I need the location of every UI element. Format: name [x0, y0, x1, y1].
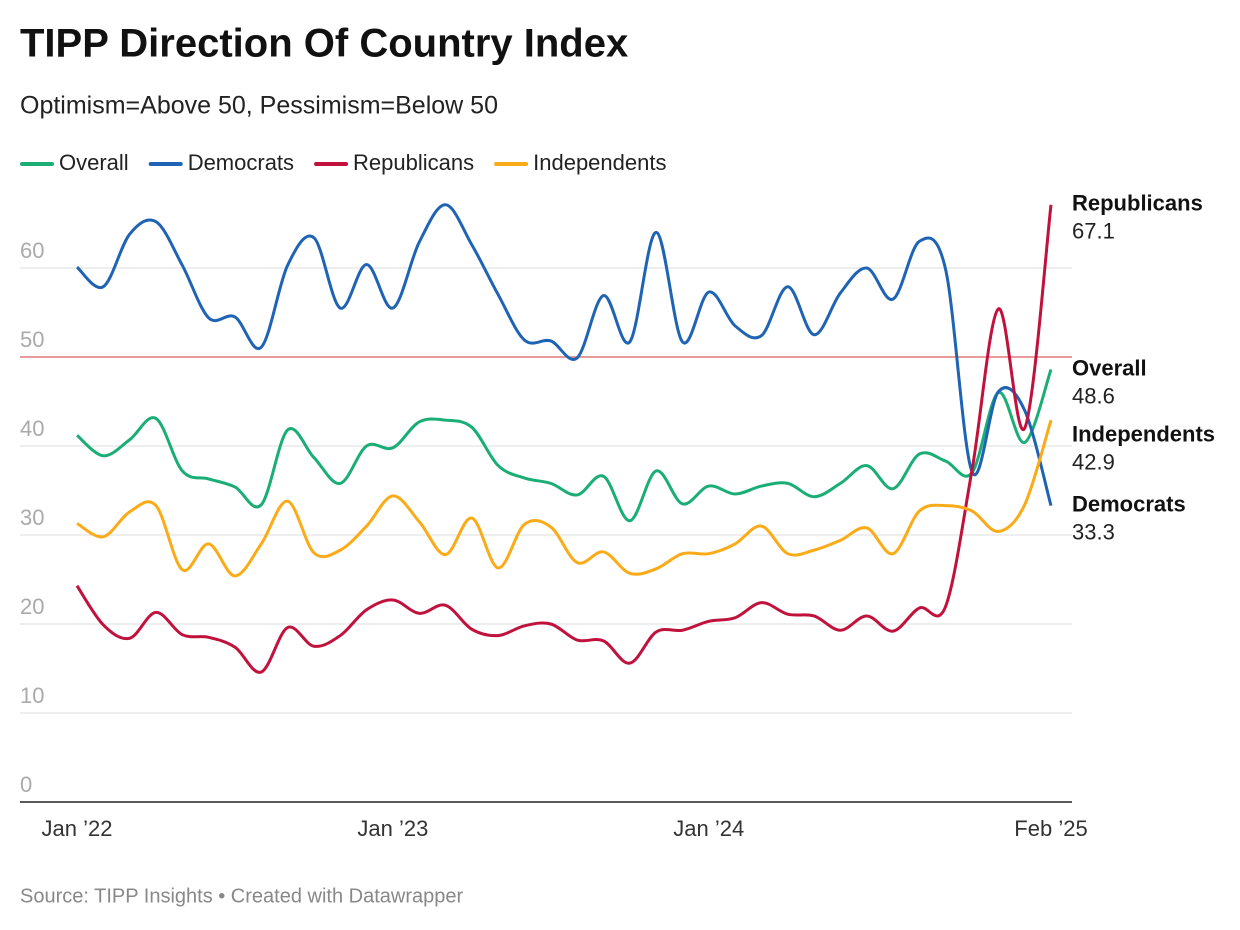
y-tick-label: 30 — [20, 505, 44, 530]
x-tick-label: Jan ’22 — [42, 816, 113, 841]
end-label-name: Republicans — [1072, 191, 1203, 216]
series-line — [75, 203, 1053, 507]
y-tick-label: 0 — [20, 772, 32, 797]
y-tick-label: 60 — [20, 238, 44, 263]
end-label-name: Democrats — [1072, 491, 1186, 516]
y-tick-label: 40 — [20, 416, 44, 441]
end-label-value: 48.6 — [1072, 383, 1115, 408]
series-line — [76, 368, 1053, 523]
series-line — [76, 419, 1053, 578]
legend-label: Independents — [533, 150, 666, 175]
end-label-value: 67.1 — [1072, 219, 1115, 244]
series-line — [75, 204, 1053, 674]
y-tick-label: 20 — [20, 594, 44, 619]
end-label-value: 42.9 — [1072, 449, 1115, 474]
y-tick-label: 10 — [20, 683, 44, 708]
end-label-value: 33.3 — [1072, 519, 1115, 544]
legend-label: Overall — [59, 150, 129, 175]
legend-label: Republicans — [353, 150, 474, 175]
x-tick-label: Feb ’25 — [1014, 816, 1087, 841]
y-tick-label: 50 — [20, 327, 44, 352]
x-tick-label: Jan ’23 — [357, 816, 428, 841]
chart-subtitle: Optimism=Above 50, Pessimism=Below 50 — [20, 92, 498, 120]
x-tick-label: Jan ’24 — [673, 816, 744, 841]
source-note: Source: TIPP Insights • Created with Dat… — [20, 885, 463, 907]
end-label-name: Independents — [1072, 421, 1215, 446]
legend-label: Democrats — [188, 150, 294, 175]
chart-title: TIPP Direction Of Country Index — [20, 22, 628, 66]
end-label-name: Overall — [1072, 355, 1147, 380]
